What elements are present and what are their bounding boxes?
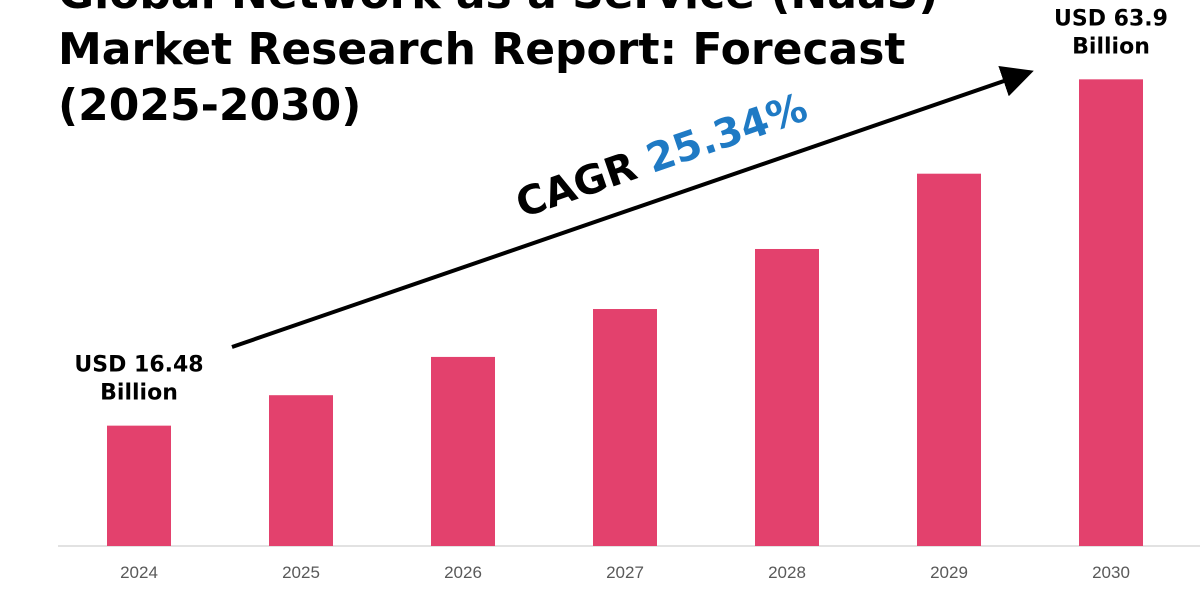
x-tick-label-2028: 2028 bbox=[768, 563, 806, 582]
bar-2029 bbox=[917, 173, 981, 546]
bar-2024 bbox=[107, 425, 171, 546]
bar-2025 bbox=[269, 395, 333, 546]
cagr-label: CAGR bbox=[510, 139, 655, 227]
bar-2030 bbox=[1079, 79, 1143, 546]
cagr-annotation: CAGR 25.34% bbox=[510, 85, 813, 228]
x-tick-label-2030: 2030 bbox=[1092, 563, 1130, 582]
cagr-value: 25.34% bbox=[641, 85, 814, 183]
bar-2027 bbox=[593, 309, 657, 546]
x-tick-label-2024: 2024 bbox=[120, 563, 158, 582]
bar-2028 bbox=[755, 248, 819, 546]
value-label-2024: USD 16.48 Billion bbox=[74, 353, 203, 406]
x-tick-label-2027: 2027 bbox=[606, 563, 644, 582]
x-tick-label-2029: 2029 bbox=[930, 563, 968, 582]
x-tick-label-2026: 2026 bbox=[444, 563, 482, 582]
chart-title: Global Network as a Service (NaaS) Marke… bbox=[58, 0, 938, 131]
value-label-2030: USD 63.9 Billion bbox=[1054, 6, 1168, 59]
bar-2026 bbox=[431, 356, 495, 546]
trend-arrow bbox=[231, 65, 1034, 349]
x-tick-label-2025: 2025 bbox=[282, 563, 320, 582]
